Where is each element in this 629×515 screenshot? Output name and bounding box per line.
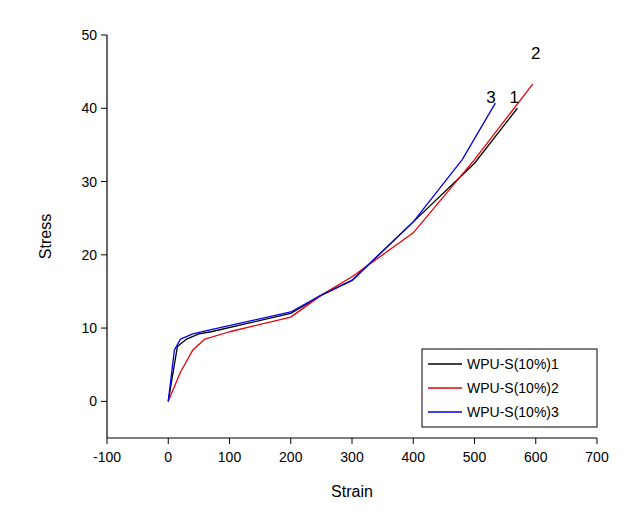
x-tick-label: -100: [93, 449, 121, 465]
x-tick: [290, 438, 291, 444]
x-tick: [107, 438, 108, 444]
x-tick: [229, 438, 230, 444]
legend-label: WPU-S(10%)3: [467, 404, 559, 420]
y-tick-label: 30: [81, 174, 97, 190]
y-tick: [101, 181, 107, 182]
y-tick-label: 40: [81, 100, 97, 116]
y-tick-label: 50: [81, 27, 97, 43]
y-tick-label: 10: [81, 320, 97, 336]
annotation: 3: [486, 88, 495, 107]
x-tick: [535, 438, 536, 444]
x-tick: [352, 438, 353, 444]
x-tick: [597, 438, 598, 444]
y-tick: [101, 35, 107, 36]
y-axis-line: [106, 35, 107, 438]
x-tick-label: 300: [340, 449, 364, 465]
annotation: 1: [510, 88, 519, 107]
legend-swatch: [428, 411, 462, 412]
annotation: 2: [531, 44, 540, 63]
y-tick: [101, 401, 107, 402]
x-tick-label: 700: [585, 449, 609, 465]
legend-label: WPU-S(10%)2: [467, 380, 559, 396]
x-tick-label: 200: [279, 449, 303, 465]
x-tick: [168, 438, 169, 444]
y-tick-label: 20: [81, 247, 97, 263]
legend-swatch: [428, 387, 462, 388]
x-tick-label: 0: [164, 449, 172, 465]
x-tick-label: 500: [463, 449, 487, 465]
x-tick: [474, 438, 475, 444]
legend: WPU-S(10%)1 WPU-S(10%)2 WPU-S(10%)3: [422, 349, 597, 427]
y-tick: [101, 254, 107, 255]
legend-swatch: [428, 363, 462, 364]
legend-box: [422, 349, 597, 427]
y-tick: [101, 328, 107, 329]
chart: 0 10 20 30 40 50 -100 0 100 200 300 400 500 600 700 Str…: [0, 0, 629, 515]
x-tick: [413, 438, 414, 444]
x-axis-title: Strain: [331, 483, 373, 500]
y-axis-title: Stress: [37, 214, 54, 259]
legend-label: WPU-S(10%)1: [467, 356, 559, 372]
x-tick-label: 600: [524, 449, 548, 465]
x-tick-label: 100: [218, 449, 242, 465]
y-tick-label: 0: [89, 393, 97, 409]
y-tick: [101, 108, 107, 109]
x-tick-label: 400: [402, 449, 426, 465]
